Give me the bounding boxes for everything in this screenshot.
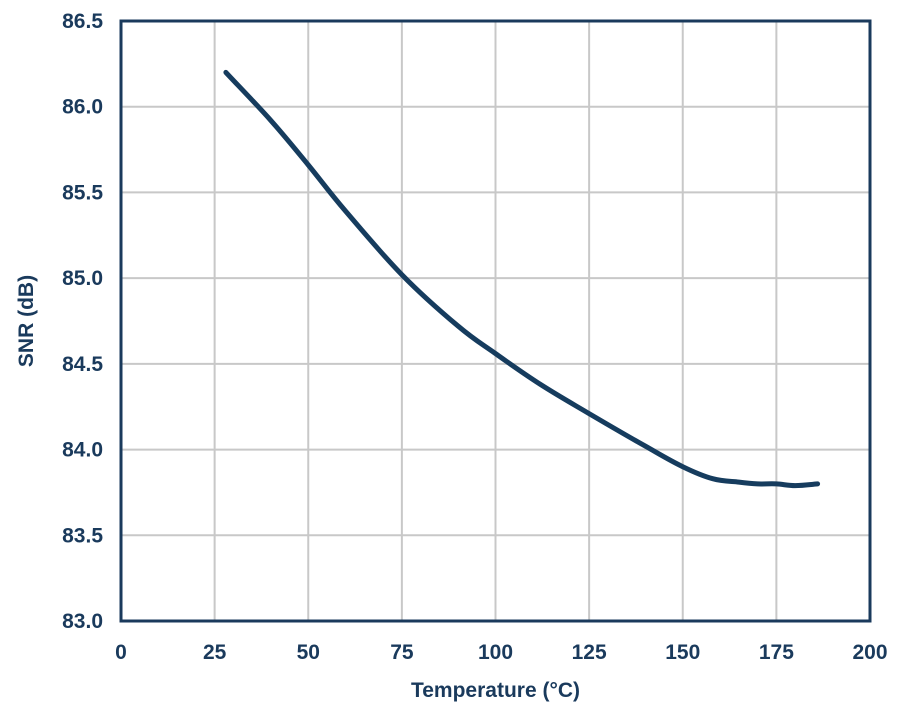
x-tick-label: 175 bbox=[759, 641, 794, 664]
y-tick-label: 85.0 bbox=[62, 267, 103, 290]
x-tick-label: 75 bbox=[390, 641, 414, 664]
y-tick-label: 84.5 bbox=[62, 353, 103, 376]
x-tick-label: 125 bbox=[572, 641, 607, 664]
y-tick-label: 83.5 bbox=[62, 524, 103, 547]
y-tick-label: 85.5 bbox=[62, 181, 103, 204]
x-tick-label: 150 bbox=[665, 641, 700, 664]
plot-frame bbox=[119, 19, 872, 623]
y-tick-labels: 83.0 83.5 84.0 84.5 85.0 85.5 86.0 86.5 bbox=[62, 10, 103, 633]
y-tick-label: 86.0 bbox=[62, 96, 103, 119]
grid-lines bbox=[120, 20, 871, 622]
x-tick-label: 50 bbox=[297, 641, 320, 664]
y-tick-label: 86.5 bbox=[62, 10, 103, 33]
y-axis-title: SNR (dB) bbox=[15, 275, 38, 367]
x-tick-labels: 0 25 50 75 100 125 150 175 200 bbox=[115, 641, 887, 664]
x-tick-label: 25 bbox=[203, 641, 227, 664]
x-tick-label: 0 bbox=[115, 641, 127, 664]
x-axis-title: Temperature (°C) bbox=[411, 679, 580, 702]
y-tick-label: 84.0 bbox=[62, 439, 103, 462]
snr-series-line bbox=[223, 69, 821, 489]
x-tick-label: 200 bbox=[852, 641, 887, 664]
x-tick-label: 100 bbox=[478, 641, 513, 664]
y-tick-label: 83.0 bbox=[62, 610, 103, 633]
